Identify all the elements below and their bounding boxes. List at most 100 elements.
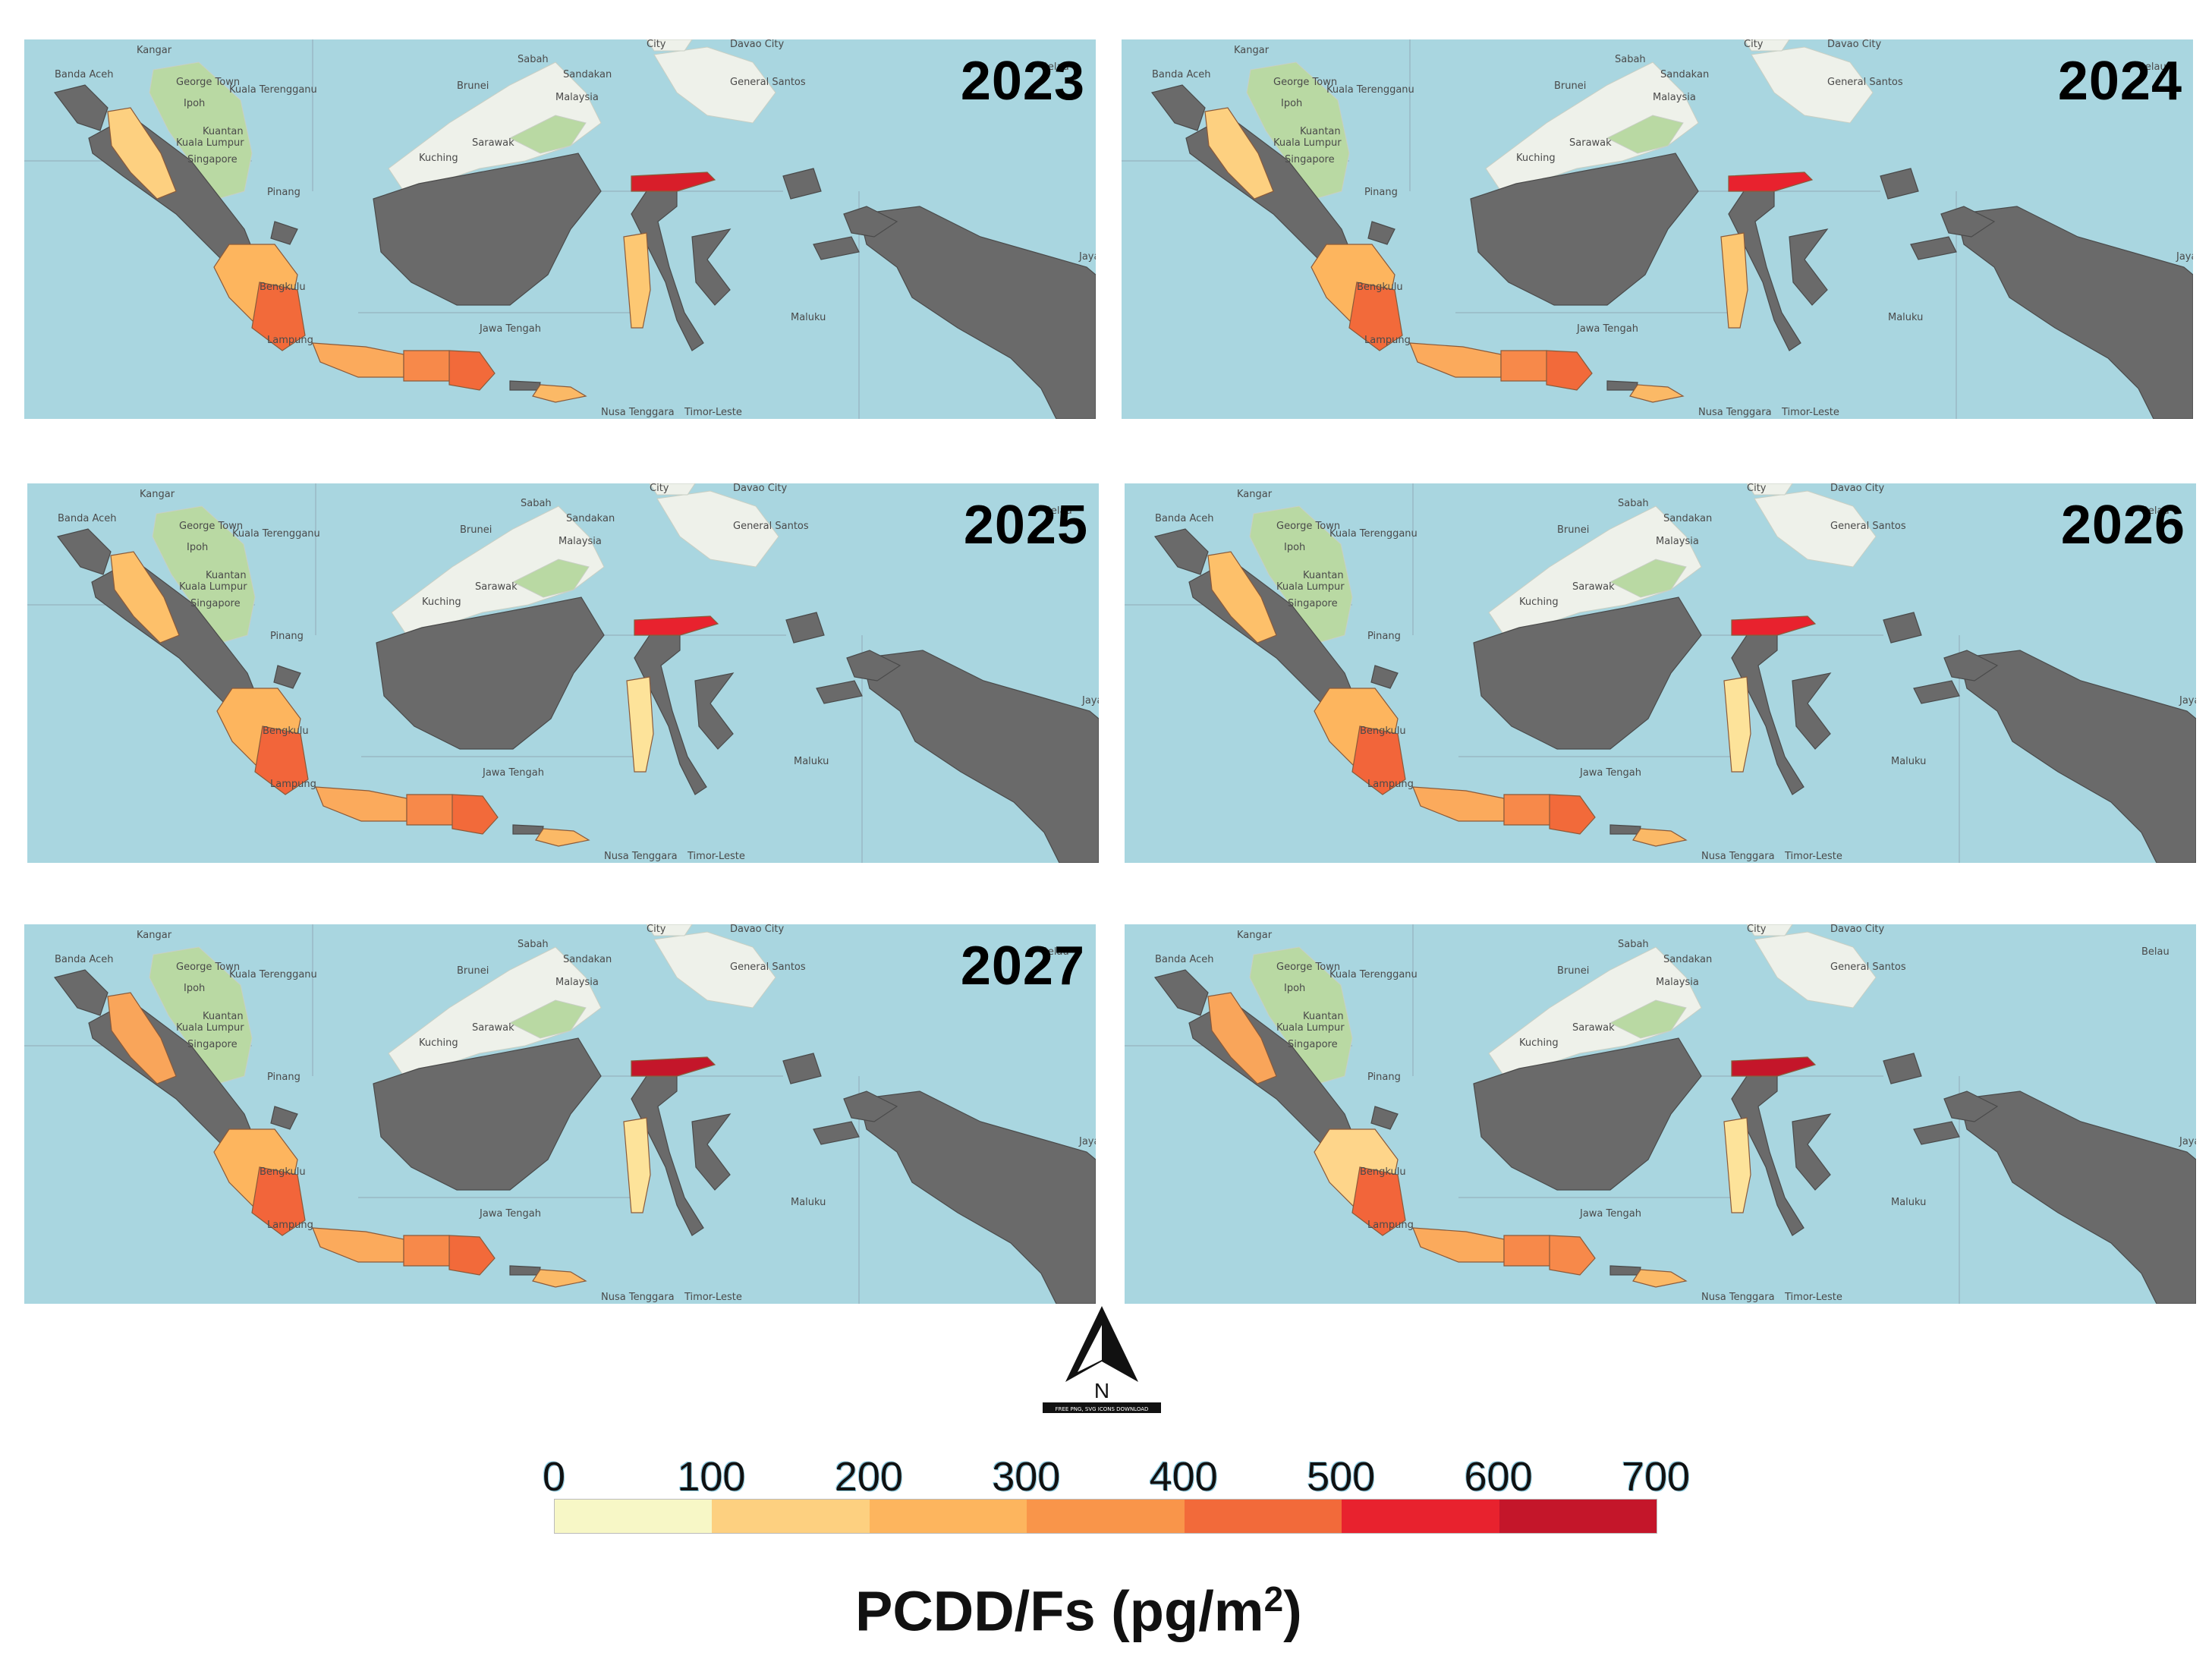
province-nodata-papua	[1959, 650, 2196, 863]
foreign-land-borneo-forest	[1606, 115, 1684, 154]
place-label: Sarawak	[1572, 1022, 1615, 1034]
place-label: Singapore	[1285, 154, 1335, 165]
foreign-land-malaya	[149, 61, 253, 200]
indonesia-map: Kangar City Davao City Banda Aceh George Tow…	[1122, 39, 2193, 419]
place-label: Kuantan	[206, 570, 247, 581]
place-label: Jawa Tengah	[479, 323, 541, 335]
province-nodata-borneo-kal	[1473, 596, 1702, 750]
place-label: Ipoh	[187, 542, 208, 553]
place-label: Malaysia	[1653, 92, 1696, 103]
place-label: Kuala Terengganu	[229, 84, 317, 96]
province-nodata-bird-head	[1943, 650, 1999, 681]
place-label: Lampung	[270, 779, 316, 790]
place-label: Banda Aceh	[58, 513, 117, 524]
province-nodata-bangka	[1370, 1106, 1399, 1130]
province-jatim	[448, 1235, 496, 1276]
place-label: Jawa Tengah	[1579, 1208, 1641, 1220]
province-ntb	[1632, 828, 1688, 847]
place-label: Jawa Tengah	[1579, 767, 1641, 779]
place-label: Lampung	[267, 1220, 313, 1231]
indonesia-map: Kangar City Davao City Banda Aceh George Tow…	[27, 483, 1099, 863]
place-label: Maluku	[1891, 756, 1926, 767]
province-sulbar	[1720, 232, 1748, 329]
province-aceh	[1207, 992, 1277, 1084]
legend-title-superscript: 2	[1263, 1579, 1284, 1619]
province-nodata-bangka	[1370, 665, 1399, 689]
province-sulbar	[623, 1117, 651, 1213]
place-label: Sandakan	[1663, 513, 1712, 524]
place-label: General Santos	[733, 521, 809, 532]
year-label: 2024	[2057, 51, 2182, 112]
province-nodata-maluku-1	[785, 612, 825, 644]
place-label: Pinang	[267, 1072, 300, 1083]
place-label: Ipoh	[1281, 98, 1302, 109]
place-label: Belau	[2141, 505, 2170, 517]
place-label: Banda Aceh	[1155, 954, 1214, 965]
year-label: 2027	[960, 936, 1085, 996]
province-ntb	[1632, 1269, 1688, 1288]
province-nodata-bangka	[270, 221, 298, 245]
foreign-land-borneo-forest	[1609, 559, 1687, 598]
year-label: 2023	[960, 51, 1085, 112]
legend-title-text: PCDD/Fs (pg/m	[855, 1579, 1264, 1643]
place-label: Sandakan	[566, 513, 615, 524]
place-label: Jayapura	[2179, 695, 2196, 707]
place-label: City	[650, 483, 669, 494]
place-label: Pinang	[1367, 1072, 1401, 1083]
place-label: Kuala Lumpur	[1276, 1022, 1345, 1034]
place-label: Malaysia	[1656, 536, 1699, 547]
place-label: Banda Aceh	[1152, 69, 1211, 80]
province-nodata-papua	[1959, 1091, 2196, 1304]
color-legend: 0 100 200 300 400 500 600 700	[543, 1446, 1690, 1552]
foreign-land-mindanao	[653, 931, 776, 1009]
place-label: Maluku	[1888, 312, 1923, 323]
province-lampung	[1348, 282, 1403, 351]
province-jatim	[448, 350, 496, 391]
foreign-land-borneo-forest	[508, 115, 587, 154]
place-label: Pinang	[267, 187, 300, 198]
province-aceh	[1204, 107, 1274, 200]
place-label: Lampung	[267, 335, 313, 346]
place-label: Bengkulu	[260, 1166, 306, 1178]
province-nodata-maluku-1	[1883, 612, 1922, 644]
province-nodata-sulawesi-se	[694, 672, 735, 750]
place-label: Kuala Lumpur	[1273, 137, 1342, 149]
place-label: Malaysia	[555, 92, 599, 103]
legend-color-swatch	[1027, 1500, 1185, 1533]
place-label: Brunei	[457, 965, 489, 977]
province-aceh	[110, 551, 180, 644]
province-lampung	[251, 282, 306, 351]
place-label: Sandakan	[563, 69, 612, 80]
legend-color-swatch	[1184, 1500, 1342, 1533]
place-label: Belau	[2141, 946, 2170, 958]
province-gorontalo	[1731, 1056, 1817, 1077]
place-label: Maluku	[794, 756, 829, 767]
place-label: General Santos	[1830, 521, 1906, 532]
place-label: General Santos	[1827, 77, 1903, 88]
legend-tick-label: 100	[677, 1454, 746, 1500]
place-label: Kangar	[1234, 45, 1270, 56]
place-label: Sabah	[1618, 939, 1649, 950]
place-label: City	[647, 39, 666, 50]
place-label: George Town	[1276, 962, 1340, 973]
place-label: Brunei	[1557, 524, 1589, 536]
place-label: Nusa Tenggara	[1701, 1292, 1775, 1303]
place-label: Maluku	[791, 312, 826, 323]
place-label: Sarawak	[475, 581, 518, 593]
place-label: Pinang	[1364, 187, 1398, 198]
province-nodata-bird-head	[843, 1091, 898, 1122]
place-label: Kuching	[1519, 1037, 1559, 1049]
place-label: Kuala Lumpur	[176, 1022, 244, 1034]
place-label: Singapore	[1288, 598, 1338, 609]
place-label: Kuching	[419, 153, 458, 164]
place-label: Kuching	[419, 1037, 458, 1049]
place-label: Sabah	[518, 939, 549, 950]
indonesia-map: Kangar City Davao City Banda Aceh George Tow…	[1125, 924, 2196, 1304]
province-nodata-sumatra-north-tip	[53, 969, 109, 1016]
place-label: Kuala Lumpur	[179, 581, 247, 593]
foreign-land-borneo-forest	[508, 999, 587, 1039]
province-nodata-java-east-tip	[1609, 1265, 1641, 1276]
province-jatim	[1546, 350, 1593, 391]
place-label: Kangar	[137, 930, 172, 941]
place-label: Kuching	[1519, 596, 1559, 608]
